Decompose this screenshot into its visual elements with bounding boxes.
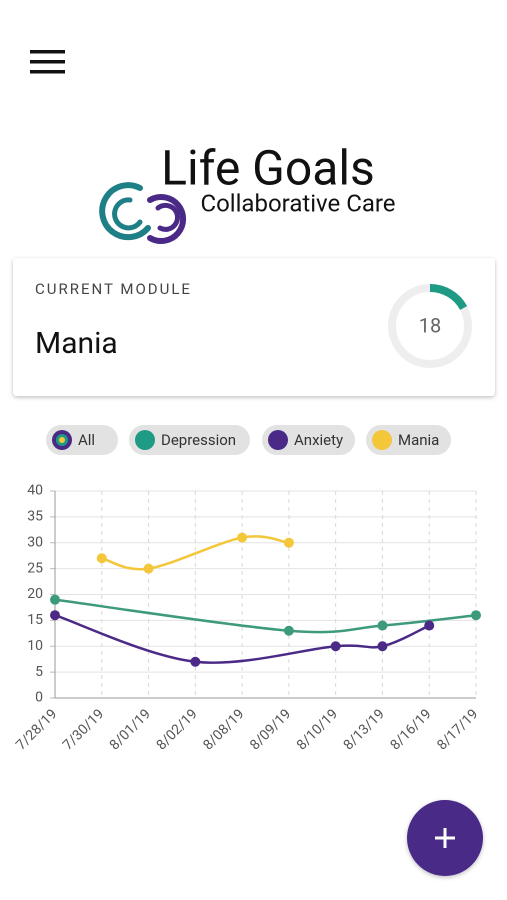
data-point xyxy=(377,641,388,652)
x-tick-label: 8/16/19 xyxy=(387,706,434,753)
x-tick-label: 8/02/19 xyxy=(153,706,200,753)
chip-label: Mania xyxy=(398,431,439,449)
menu-button[interactable] xyxy=(30,50,65,74)
x-tick-label: 8/01/19 xyxy=(107,706,154,753)
y-tick-label: 20 xyxy=(27,586,43,602)
chip-label: Depression xyxy=(161,431,236,449)
data-point xyxy=(377,620,388,631)
y-tick-label: 40 xyxy=(27,483,43,499)
card-label: CURRENT MODULE xyxy=(35,280,192,298)
series-line xyxy=(382,613,477,627)
series-line xyxy=(101,557,149,571)
filter-chip[interactable]: All xyxy=(46,425,118,455)
logo-subtitle: Collaborative Care xyxy=(200,189,395,217)
chip-label: All xyxy=(78,431,95,449)
series-line xyxy=(288,624,383,634)
x-tick-label: 8/08/19 xyxy=(200,706,247,753)
series-line xyxy=(382,624,430,648)
data-point xyxy=(190,656,201,667)
x-tick-label: 8/13/19 xyxy=(341,706,388,753)
series-line xyxy=(148,536,243,570)
y-tick-label: 25 xyxy=(27,560,43,576)
add-button[interactable] xyxy=(407,800,483,876)
logo-title: Life Goals xyxy=(161,140,375,197)
y-tick-label: 30 xyxy=(27,534,43,550)
chip-dot xyxy=(372,430,392,450)
x-tick-label: 7/30/19 xyxy=(60,706,107,753)
chip-label: Anxiety xyxy=(294,431,343,449)
data-point xyxy=(237,532,248,543)
data-point xyxy=(283,625,294,636)
progress-value: 18 xyxy=(419,313,441,337)
filter-chip[interactable]: Mania xyxy=(366,425,451,455)
series-line xyxy=(54,614,196,664)
filter-chip[interactable]: Anxiety xyxy=(262,425,355,455)
x-tick-label: 8/09/19 xyxy=(247,706,294,753)
x-tick-label: 8/10/19 xyxy=(294,706,341,753)
series-line xyxy=(241,535,290,544)
x-tick-label: 7/28/19 xyxy=(13,706,60,753)
chip-dot xyxy=(135,430,155,450)
logo-icon xyxy=(99,182,187,244)
series-line xyxy=(195,645,336,664)
y-tick-label: 0 xyxy=(35,690,43,706)
data-point xyxy=(143,563,154,574)
data-point xyxy=(50,610,60,621)
data-point xyxy=(283,537,294,548)
filter-chip[interactable]: Depression xyxy=(129,425,250,455)
y-tick-label: 5 xyxy=(35,664,43,680)
data-point xyxy=(424,620,435,631)
y-tick-label: 35 xyxy=(27,509,43,525)
y-tick-label: 15 xyxy=(27,612,43,628)
progress-arc xyxy=(429,283,468,311)
data-point xyxy=(50,594,60,605)
chip-dot-core xyxy=(59,437,65,443)
data-point xyxy=(330,641,341,652)
y-tick-label: 10 xyxy=(27,638,43,654)
module-name: Mania xyxy=(35,326,118,361)
x-tick-label: 8/17/19 xyxy=(434,706,481,753)
data-point xyxy=(96,553,107,564)
data-point xyxy=(471,610,481,621)
chip-dot xyxy=(268,430,288,450)
chip-bg xyxy=(129,425,250,455)
series-line xyxy=(54,598,289,632)
chip-bg xyxy=(262,425,355,455)
module-card[interactable] xyxy=(13,258,495,396)
